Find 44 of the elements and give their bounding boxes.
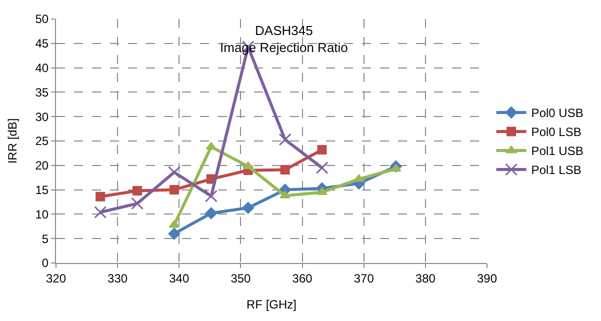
y-tick-label: 40 [35, 61, 49, 75]
x-tick-label: 320 [46, 271, 66, 286]
y-tick-label: 30 [35, 110, 49, 124]
point [205, 207, 218, 220]
y-tick-label: 35 [35, 85, 49, 100]
y-tick-label: 0 [42, 256, 49, 270]
point [168, 228, 180, 240]
point [168, 166, 180, 178]
y-tick-label: 25 [35, 134, 49, 148]
y-axis-title: IRR [dB] [6, 118, 20, 164]
y-tick-label: 5 [42, 232, 49, 246]
y-tick-label: 45 [35, 36, 49, 51]
x-axis-title: RF [GHz] [246, 297, 296, 312]
x-tick-label: 330 [108, 271, 128, 286]
legend-label: Pol1 LSB [531, 163, 582, 178]
point [390, 164, 402, 172]
x-tick-label: 370 [354, 271, 374, 286]
point [94, 206, 107, 218]
legend-label: Pol1 USB [531, 144, 584, 158]
point [280, 190, 290, 198]
y-tick-label: 50 [35, 12, 49, 26]
y-tick-label: 10 [35, 207, 49, 222]
x-tick-label: 390 [476, 271, 498, 286]
y-tick-label: 20 [35, 158, 49, 173]
point [280, 165, 290, 175]
x-tick-label: 340 [169, 271, 190, 286]
point [316, 162, 328, 174]
legend-label: Pol0 LSB [531, 125, 582, 140]
x-tick-label: 350 [230, 271, 252, 286]
point [278, 133, 292, 146]
x-tick-label: 380 [415, 271, 436, 286]
point [316, 187, 328, 195]
point [169, 185, 179, 195]
point [354, 174, 364, 182]
x-tick-label: 360 [292, 271, 313, 286]
point [204, 190, 218, 202]
point [317, 145, 327, 155]
point [132, 186, 142, 196]
point [131, 197, 144, 210]
point [242, 162, 254, 170]
legend-label: Pol0 USB [531, 106, 584, 120]
point [96, 192, 106, 202]
point [242, 202, 254, 214]
y-tick-label: 15 [35, 183, 49, 197]
